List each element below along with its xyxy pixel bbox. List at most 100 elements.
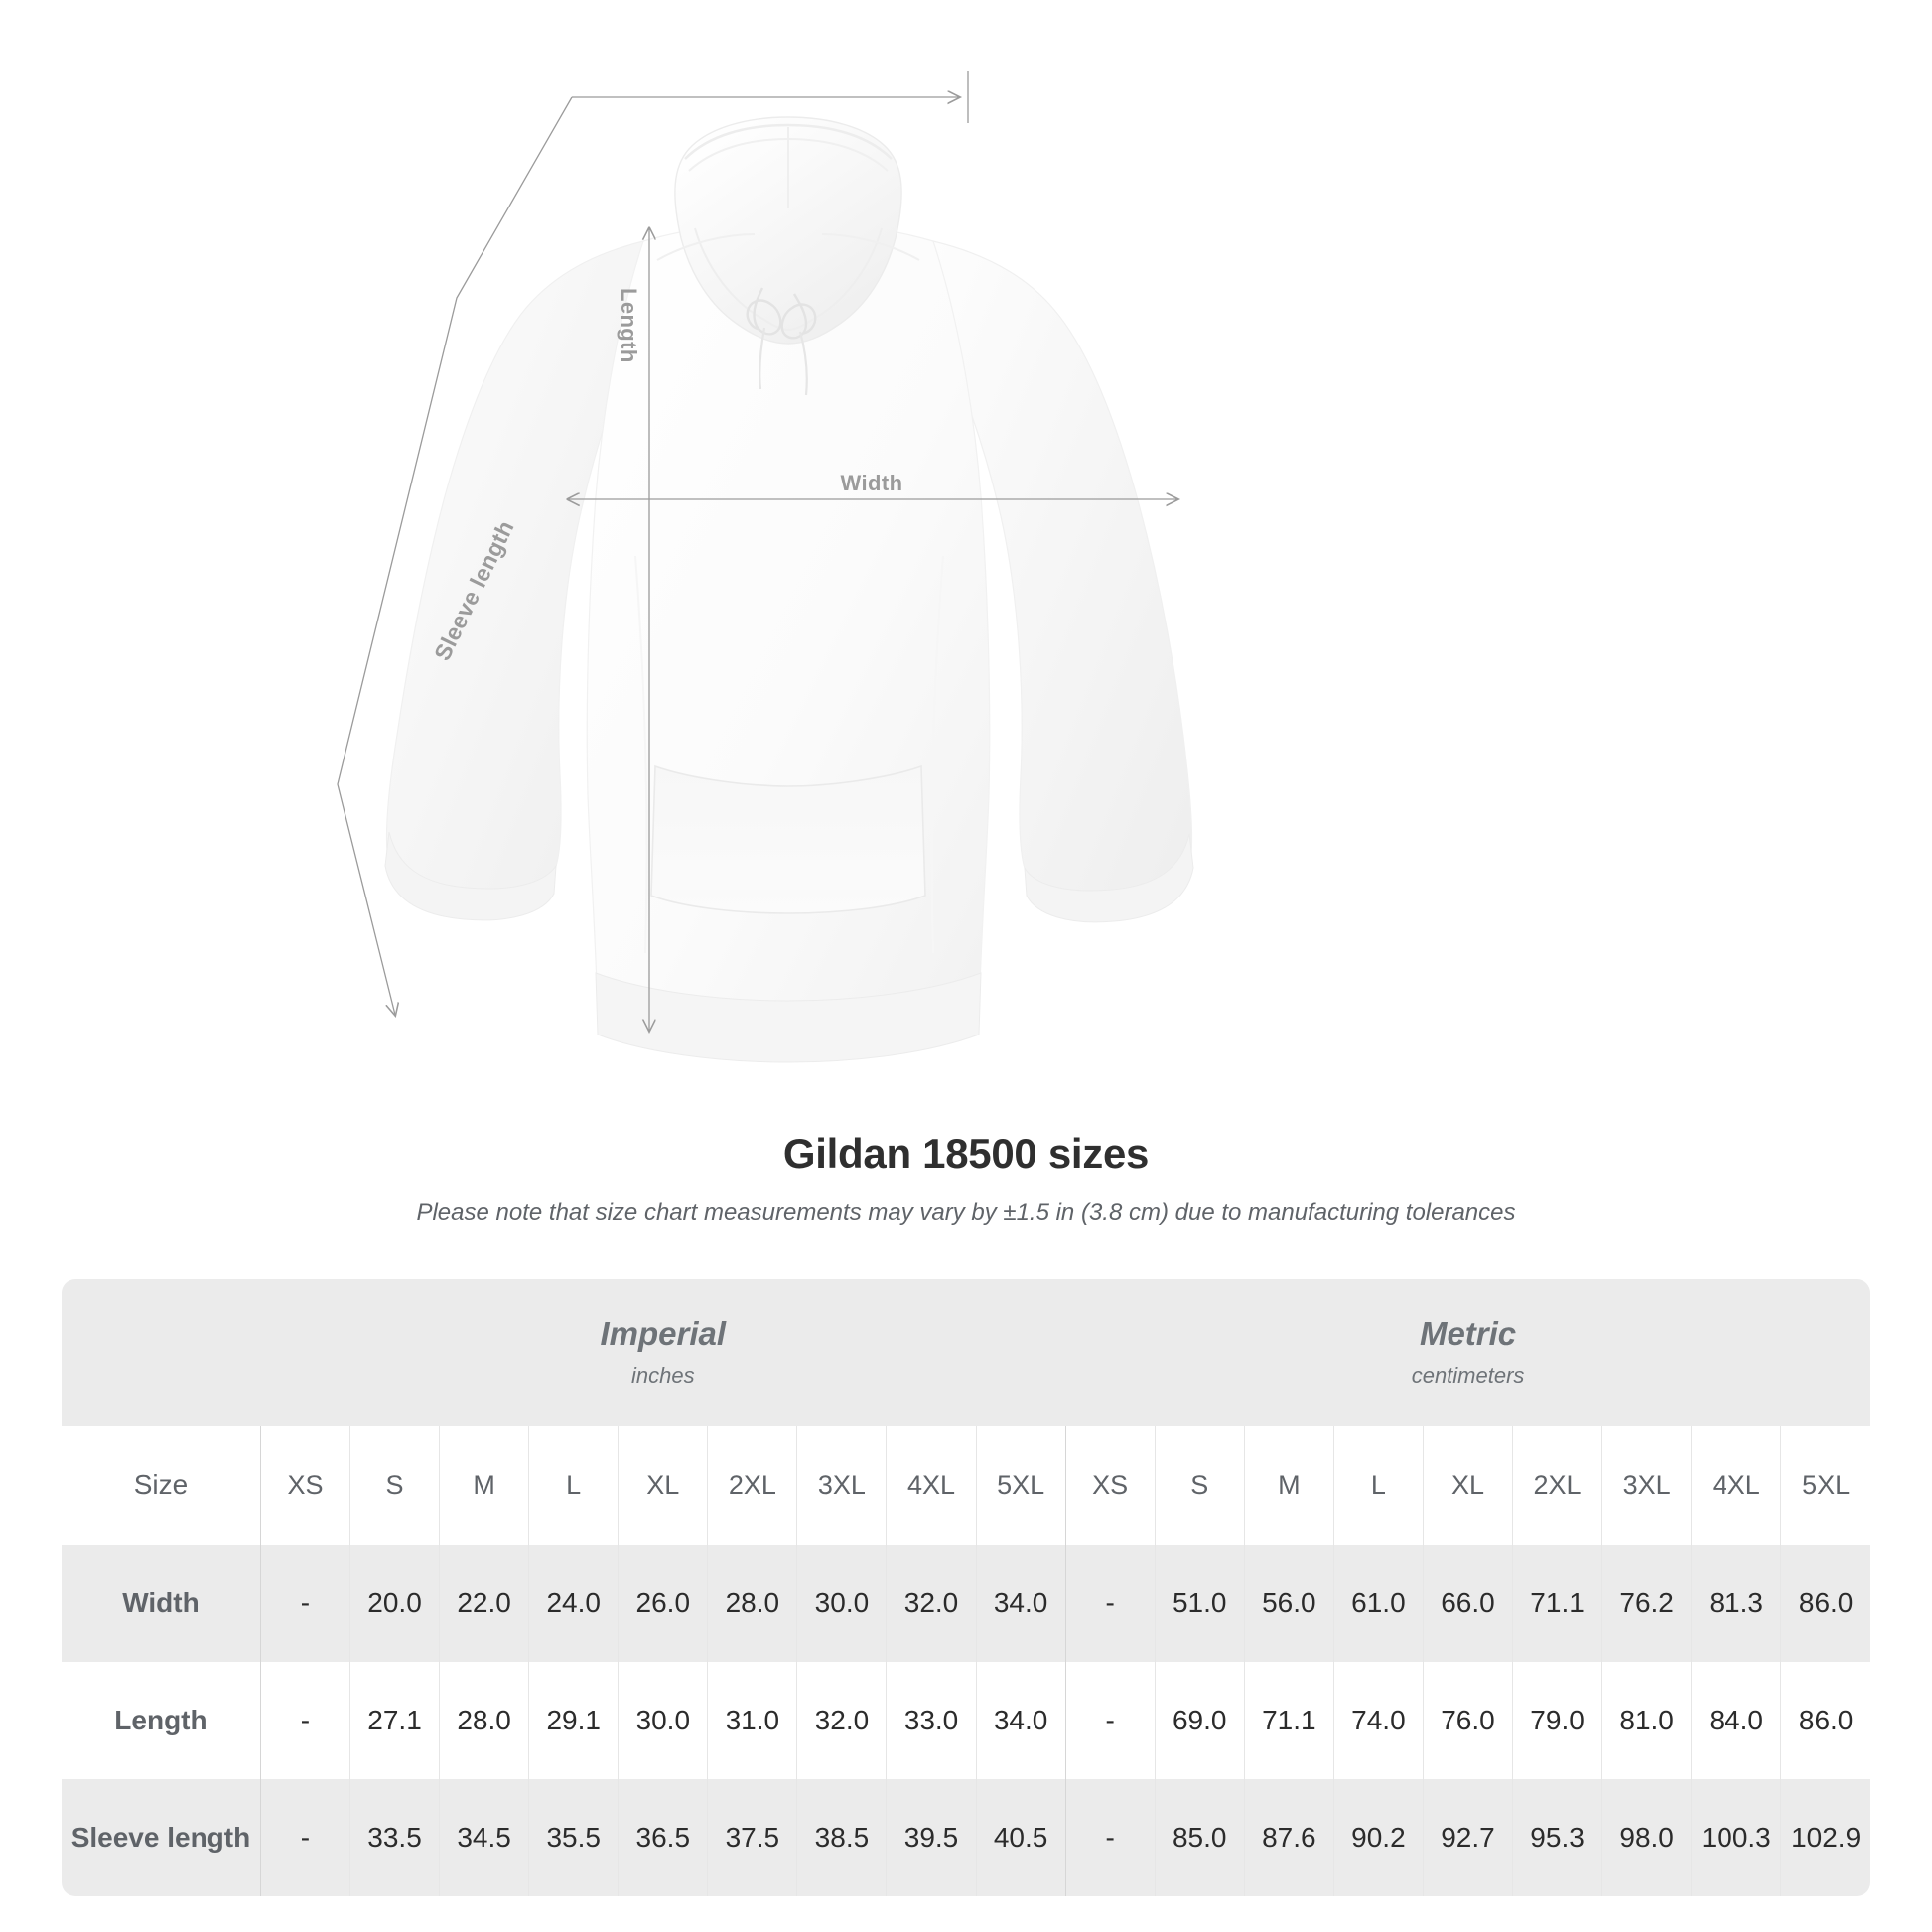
measurement-cell: 27.1 bbox=[348, 1662, 440, 1779]
size-table: Imperial inches Metric centimeters Size XS S M L… bbox=[62, 1279, 1870, 1896]
table-row: Width -20.0 22.0 24.0 26.0 28.0 30.0 32.0 34.0-5… bbox=[62, 1545, 1870, 1662]
measurement-cell: 33.5 bbox=[348, 1779, 440, 1896]
measurement-cell: 81.3 bbox=[1691, 1545, 1781, 1662]
measurement-cell: 30.0 bbox=[796, 1545, 887, 1662]
measurement-cell: 84.0 bbox=[1691, 1662, 1781, 1779]
size-header-cell: M bbox=[439, 1426, 529, 1545]
measurement-cell: 32.0 bbox=[886, 1545, 977, 1662]
measurement-cell: 39.5 bbox=[886, 1779, 977, 1896]
measurement-cell: 37.5 bbox=[707, 1779, 797, 1896]
measurement-cell: - bbox=[259, 1545, 350, 1662]
size-header-cell: 4XL bbox=[886, 1426, 977, 1545]
hoodie-measurement-diagram: Length Width Sleeve length bbox=[337, 71, 1194, 1063]
measurement-cell: 26.0 bbox=[618, 1545, 708, 1662]
measurement-cell: 100.3 bbox=[1691, 1779, 1781, 1896]
sleeve-measure-line bbox=[337, 96, 573, 1015]
row-label: Width bbox=[62, 1545, 261, 1662]
measurement-cell: 38.5 bbox=[796, 1779, 887, 1896]
size-header-cell: XL bbox=[618, 1426, 708, 1545]
drawstring bbox=[746, 287, 817, 396]
size-header-cell: 3XL bbox=[796, 1426, 887, 1545]
unit-name: Metric bbox=[1419, 1315, 1517, 1352]
measurement-cell: 33.0 bbox=[886, 1662, 977, 1779]
measurement-cell: 28.0 bbox=[707, 1545, 797, 1662]
tolerance-note: Please note that size chart measurements… bbox=[416, 1199, 1516, 1226]
size-column-header: Size bbox=[62, 1426, 261, 1545]
measurement-cell: 79.0 bbox=[1512, 1662, 1602, 1779]
measurement-cell: 69.0 bbox=[1154, 1662, 1245, 1779]
size-header-cell: 4XL bbox=[1691, 1426, 1781, 1545]
size-header-cell: 5XL bbox=[1780, 1426, 1870, 1545]
measurement-cell: 51.0 bbox=[1154, 1545, 1245, 1662]
size-header-cell: L bbox=[1332, 1426, 1424, 1545]
measurement-cell: 86.0 bbox=[1780, 1545, 1870, 1662]
measurement-cell: 86.0 bbox=[1780, 1662, 1870, 1779]
unit-header-metric: Metric centimeters bbox=[1065, 1279, 1870, 1426]
measurement-lines bbox=[337, 71, 1177, 1031]
size-header-cell: 5XL bbox=[975, 1426, 1066, 1545]
measurement-cell: 35.5 bbox=[528, 1779, 619, 1896]
size-header-cell: XS bbox=[1064, 1426, 1156, 1545]
size-header-cell: XL bbox=[1422, 1426, 1513, 1545]
measurement-cell: 95.3 bbox=[1512, 1779, 1602, 1896]
unit-subtitle: centimeters bbox=[1411, 1363, 1525, 1388]
unit-header-imperial: Imperial inches bbox=[260, 1279, 1066, 1426]
measurement-cell: 76.2 bbox=[1601, 1545, 1692, 1662]
measurement-cell: - bbox=[1064, 1779, 1156, 1896]
title-block: Gildan 18500 sizes Please note that size… bbox=[0, 1130, 1932, 1227]
measurement-cell: - bbox=[1064, 1545, 1156, 1662]
measurement-cell: - bbox=[1064, 1662, 1156, 1779]
measurement-cell: 34.0 bbox=[975, 1545, 1066, 1662]
measurement-cell: 28.0 bbox=[439, 1662, 529, 1779]
size-header-cell: 2XL bbox=[707, 1426, 797, 1545]
measurement-cell: 76.0 bbox=[1422, 1662, 1513, 1779]
measurement-cell: 32.0 bbox=[796, 1662, 887, 1779]
size-table-container: Imperial inches Metric centimeters Size XS S M L… bbox=[62, 1279, 1870, 1896]
row-label: Sleeve length bbox=[62, 1779, 261, 1896]
measurement-cell: 30.0 bbox=[618, 1662, 708, 1779]
size-header-cell: S bbox=[1154, 1426, 1245, 1545]
length-label: Length bbox=[617, 288, 641, 363]
unit-name: Imperial bbox=[600, 1315, 727, 1352]
width-label: Width bbox=[840, 471, 903, 495]
measurement-cell: - bbox=[259, 1779, 350, 1896]
unit-header-row: Imperial inches Metric centimeters bbox=[62, 1279, 1870, 1426]
measurement-cell: 74.0 bbox=[1332, 1662, 1424, 1779]
hoodie-illustration bbox=[337, 71, 1194, 1063]
measurement-cell: 71.1 bbox=[1512, 1545, 1602, 1662]
measurement-cell: 71.1 bbox=[1243, 1662, 1334, 1779]
measurement-cell: 34.5 bbox=[439, 1779, 529, 1896]
measurement-cell: - bbox=[259, 1662, 350, 1779]
garment-shape bbox=[384, 116, 1194, 1063]
measurement-cell: 90.2 bbox=[1332, 1779, 1424, 1896]
measurement-cell: 31.0 bbox=[707, 1662, 797, 1779]
size-header-cell: L bbox=[528, 1426, 619, 1545]
size-header-cell: M bbox=[1243, 1426, 1334, 1545]
size-header-cell: XS bbox=[259, 1426, 350, 1545]
size-header-row: Size XS S M L XL 2XL 3XL 4XL 5XL XS S M L XL 2XL 3XL 4XL 5… bbox=[62, 1426, 1870, 1545]
measurement-cell: 24.0 bbox=[528, 1545, 619, 1662]
measurement-cell: 81.0 bbox=[1601, 1662, 1692, 1779]
measurement-cell: 36.5 bbox=[618, 1779, 708, 1896]
unit-header-spacer bbox=[62, 1279, 261, 1426]
measurement-cell: 22.0 bbox=[439, 1545, 529, 1662]
measurement-cell: 87.6 bbox=[1243, 1779, 1334, 1896]
measurement-cell: 85.0 bbox=[1154, 1779, 1245, 1896]
page-title: Gildan 18500 sizes bbox=[782, 1130, 1150, 1176]
measurement-cell: 66.0 bbox=[1422, 1545, 1513, 1662]
measurement-cell: 98.0 bbox=[1601, 1779, 1692, 1896]
measurement-cell: 92.7 bbox=[1422, 1779, 1513, 1896]
size-header-cell: 3XL bbox=[1601, 1426, 1692, 1545]
measurement-cell: 56.0 bbox=[1243, 1545, 1334, 1662]
row-label: Length bbox=[62, 1662, 261, 1779]
measurement-cell: 29.1 bbox=[528, 1662, 619, 1779]
table-row: Sleeve length -33.5 34.5 35.5 36.5 37.5 38.5 39… bbox=[62, 1779, 1870, 1896]
size-header-cell: S bbox=[348, 1426, 440, 1545]
measurement-cell: 20.0 bbox=[348, 1545, 440, 1662]
measurement-cell: 102.9 bbox=[1780, 1779, 1870, 1896]
measurement-cell: 40.5 bbox=[975, 1779, 1066, 1896]
unit-subtitle: inches bbox=[630, 1363, 695, 1388]
table-row: Length -27.1 28.0 29.1 30.0 31.0 32.0 33.0 34.0-… bbox=[62, 1662, 1870, 1779]
measurement-cell: 61.0 bbox=[1332, 1545, 1424, 1662]
